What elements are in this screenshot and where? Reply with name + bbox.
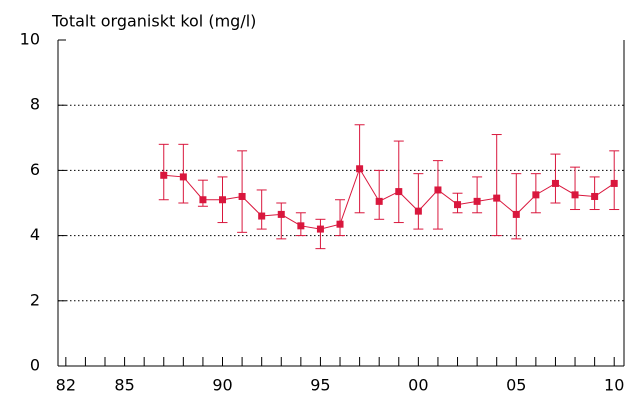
x-tick-label: 85 — [114, 376, 134, 395]
point — [356, 165, 364, 173]
point — [571, 191, 579, 199]
y-tick-label: 8 — [30, 95, 40, 114]
y-tick-label: 0 — [30, 356, 40, 375]
x-tick-label: 05 — [506, 376, 526, 395]
x-tick-label: 95 — [310, 376, 330, 395]
y-tick-label: 10 — [20, 30, 40, 49]
point — [454, 201, 462, 209]
point — [414, 207, 422, 215]
point — [277, 210, 285, 218]
point — [473, 197, 481, 205]
point — [591, 192, 599, 200]
point — [238, 192, 246, 200]
y-tick-label: 6 — [30, 160, 40, 179]
point — [199, 196, 207, 204]
point — [395, 188, 403, 196]
point — [219, 196, 227, 204]
point — [434, 186, 442, 194]
y-tick-label: 2 — [30, 290, 40, 309]
x-tick-label: 00 — [408, 376, 428, 395]
point — [316, 225, 324, 233]
point — [493, 194, 501, 202]
chart-title: Totalt organiskt kol (mg/l) — [51, 12, 256, 31]
point — [551, 179, 559, 187]
point — [179, 173, 187, 181]
point — [297, 222, 305, 230]
x-tick-label: 90 — [212, 376, 232, 395]
point — [375, 197, 383, 205]
point — [512, 210, 520, 218]
point — [610, 179, 618, 187]
point — [258, 212, 266, 220]
point — [532, 191, 540, 199]
point — [336, 220, 344, 228]
y-tick-label: 4 — [30, 225, 40, 244]
x-tick-label: 10 — [604, 376, 624, 395]
series-line — [163, 167, 615, 230]
x-tick-label: 82 — [56, 376, 76, 395]
point — [160, 171, 168, 179]
